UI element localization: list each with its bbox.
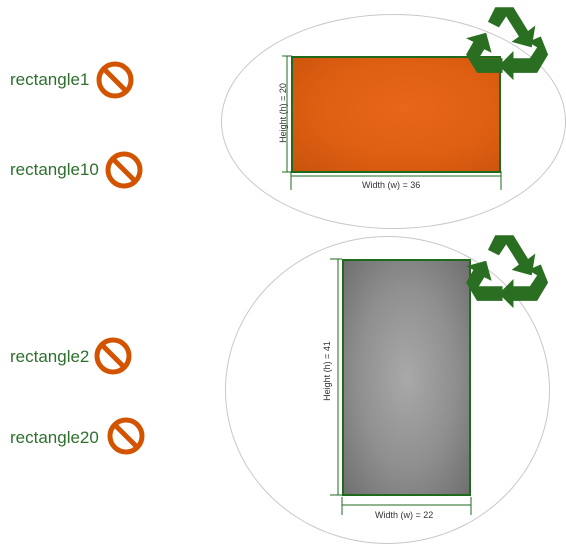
height-label-top: Height (h) = 20 [278, 83, 288, 143]
rectangle2-label: rectangle2 [10, 347, 90, 366]
no-entry-icon[interactable] [95, 60, 135, 100]
width-label-bottom: Width (w) = 22 [375, 510, 434, 520]
rectangle10-label: rectangle10 [10, 160, 99, 179]
orange-rectangle[interactable] [291, 56, 501, 173]
rectangle20-label: rectangle20 [10, 428, 99, 447]
recycle-icon[interactable] [462, 228, 554, 310]
no-entry-icon[interactable] [104, 150, 144, 190]
gray-rectangle[interactable] [342, 259, 471, 496]
rectangle1-label: rectangle1 [10, 70, 90, 89]
no-entry-icon[interactable] [106, 416, 146, 456]
no-entry-icon[interactable] [93, 336, 133, 376]
width-label-top: Width (w) = 36 [362, 180, 421, 190]
height-label-bottom: Height (h) = 41 [322, 341, 332, 401]
recycle-icon[interactable] [462, 0, 554, 82]
